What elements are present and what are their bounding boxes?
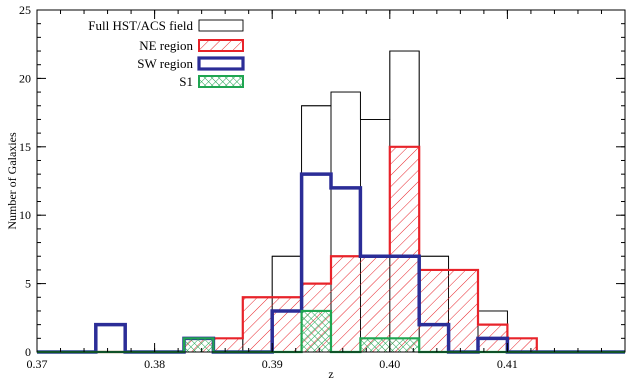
plot-frame [36,9,626,353]
legend-label: Full HST/ACS field [88,18,193,33]
bar-fill [213,338,243,352]
legend-swatch [198,75,244,88]
bar-fill [331,256,361,352]
bar-fill [419,269,449,352]
x-tick-label: 0.40 [379,357,400,371]
axes-layer: 0.37 0.38 0.39 0.40 0.41 0 5 10 15 20 25 z Number of… [5,3,626,381]
x-tick-label: 0.39 [262,357,283,371]
bar-outline [95,324,126,353]
bar-fill [272,297,302,352]
y-tick-label: 10 [19,208,31,222]
legend-swatch [197,56,245,71]
bar-fill [507,338,537,352]
legend-label: SW region [137,56,193,71]
y-tick-label: 20 [19,71,31,85]
x-axis-label: z [328,367,333,381]
bar-fill [301,310,331,352]
legend-label: NE region [139,38,193,53]
bar-fill [448,269,478,352]
legend: Full HST/ACS field NE region SW region S1 [88,18,245,89]
bar-fill [360,338,390,352]
bar-fill [389,338,420,352]
y-tick-label: 25 [19,3,31,17]
legend-label: S1 [179,74,193,89]
y-axis-label: Number of Galaxies [5,132,19,230]
x-tick-label: 0.41 [497,357,518,371]
bar-fill [389,146,420,352]
bar-fill [242,297,273,352]
legend-swatch [198,39,244,52]
y-tick-label: 0 [25,345,31,359]
x-tick-label: 0.37 [27,357,48,371]
bar-fill [360,256,390,352]
bar-fill [184,338,214,352]
x-tick-label: 0.38 [144,357,165,371]
y-tick-label: 5 [25,277,31,291]
legend-swatch [198,19,244,32]
y-tick-label: 15 [19,140,31,154]
series-layer [37,50,625,354]
